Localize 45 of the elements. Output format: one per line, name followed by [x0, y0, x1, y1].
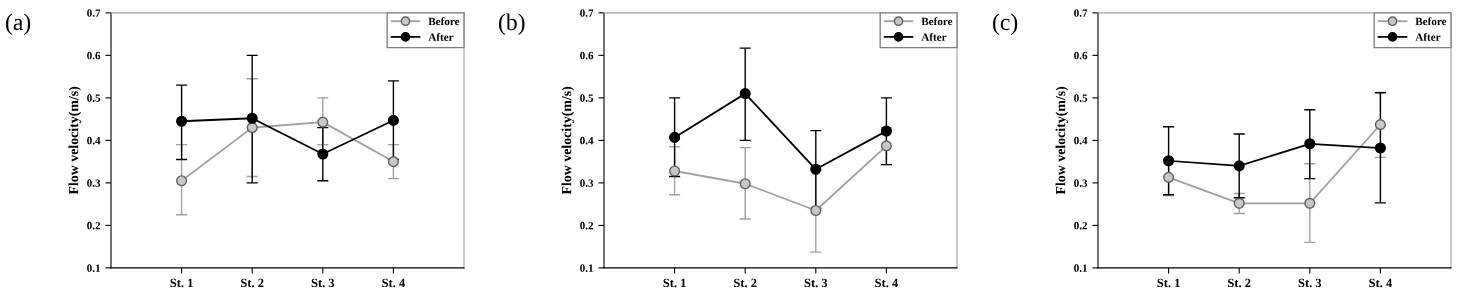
chart-title: (a) — [6, 13, 31, 35]
y-tick-label: 0.4 — [580, 136, 594, 145]
y-tick-label: 0.7 — [87, 9, 101, 17]
x-tick-label: St. 3 — [804, 278, 828, 288]
y-tick-label: 0.4 — [1074, 136, 1088, 145]
legend-label: After — [1415, 32, 1441, 41]
y-tick-label: 0.6 — [580, 51, 594, 60]
y-tick-label: 0.1 — [1074, 264, 1088, 272]
y-tick-label: 0.1 — [87, 264, 101, 272]
legend-label: Before — [428, 17, 460, 26]
y-tick-label: 0.3 — [1074, 179, 1088, 187]
y-tick-label: 0.5 — [1074, 94, 1088, 102]
x-tick-label: St. 1 — [1157, 278, 1180, 288]
y-axis-title: Flow velocity(m/s) — [561, 86, 575, 195]
x-tick-label: St. 4 — [1369, 278, 1392, 288]
x-tick-label: St. 4 — [875, 278, 898, 288]
y-tick-label: 0.7 — [580, 9, 594, 17]
y-tick-label: 0.2 — [87, 221, 101, 230]
y-axis-title: Flow velocity(m/s) — [1055, 86, 1069, 195]
x-tick-label: St. 3 — [311, 278, 335, 288]
y-tick-label: 0.2 — [580, 221, 594, 230]
x-tick-label: St. 2 — [734, 278, 757, 288]
x-tick-label: St. 3 — [1298, 278, 1322, 288]
y-tick-label: 0.3 — [87, 179, 101, 187]
chart-title: (b) — [499, 13, 525, 35]
y-tick-label: 0.1 — [580, 264, 594, 272]
y-tick-label: 0.3 — [580, 179, 594, 187]
y-axis-title: Flow velocity(m/s) — [68, 86, 82, 195]
y-tick-label: 0.5 — [87, 94, 101, 102]
y-tick-label: 0.2 — [1074, 221, 1088, 230]
x-tick-label: St. 1 — [170, 278, 193, 288]
x-tick-label: St. 2 — [241, 278, 264, 288]
legend-label: After — [428, 32, 454, 41]
legend-label: Before — [921, 17, 953, 26]
chart-title: (c) — [993, 13, 1018, 35]
legend-label: After — [921, 32, 947, 41]
x-tick-label: St. 2 — [1228, 278, 1251, 288]
y-tick-label: 0.7 — [1074, 9, 1088, 17]
x-tick-label: St. 4 — [382, 278, 405, 288]
y-tick-label: 0.6 — [1074, 51, 1088, 60]
y-tick-label: 0.5 — [580, 94, 594, 102]
y-tick-label: 0.6 — [87, 51, 101, 60]
y-tick-label: 0.4 — [87, 136, 101, 145]
x-tick-label: St. 1 — [663, 278, 686, 288]
legend-label: Before — [1415, 17, 1447, 26]
